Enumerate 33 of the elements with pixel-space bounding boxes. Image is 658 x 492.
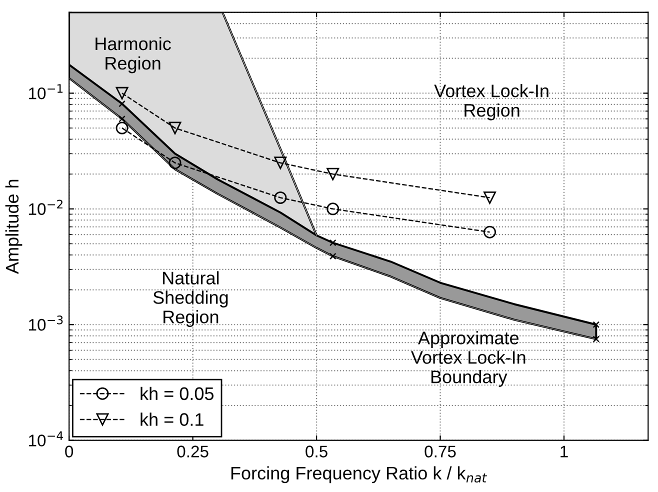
point (329, 252, 336, 260)
x-tick-label: 0.75 (424, 446, 456, 458)
point (118, 115, 126, 122)
x-tick-label: 0 (65, 446, 74, 458)
x-tick-label: 0.25 (177, 446, 208, 458)
point (326, 202, 340, 216)
y-tick-label: 10$^{−3}$ (29, 315, 63, 331)
point (168, 156, 182, 170)
y-tick-label: 10$^{−1}$ (29, 84, 63, 100)
x-axis-title: Forcing Frequency Ratio k / k$_{nat}$ (231, 466, 488, 484)
annotation: Vortex Lock-In Region (434, 84, 548, 120)
legend-label: kh = 0.1 (140, 412, 204, 426)
point (116, 86, 128, 100)
point (118, 100, 126, 108)
y-tick-label: 10$^{−4}$ (29, 431, 63, 446)
point (484, 191, 496, 204)
point (274, 191, 287, 204)
point (326, 168, 340, 180)
annotation: Approximate Vortex Lock-In Boundary (411, 331, 526, 387)
point (592, 321, 600, 328)
point (329, 239, 336, 246)
point (274, 156, 287, 170)
x-tick-label: 1 (560, 446, 568, 458)
annotation: Harmonic Region (96, 36, 171, 74)
x-tick-label: 0.5 (306, 446, 328, 458)
point (116, 122, 128, 134)
point (592, 336, 600, 342)
annotation: Natural Shedding Region (153, 271, 228, 327)
point (168, 122, 182, 134)
y-axis-title: Amplitude h (5, 180, 22, 274)
y-tick-label: 10$^{−2}$ (29, 200, 62, 215)
legend-label: kh = 0.05 (140, 386, 214, 400)
point (484, 226, 496, 238)
